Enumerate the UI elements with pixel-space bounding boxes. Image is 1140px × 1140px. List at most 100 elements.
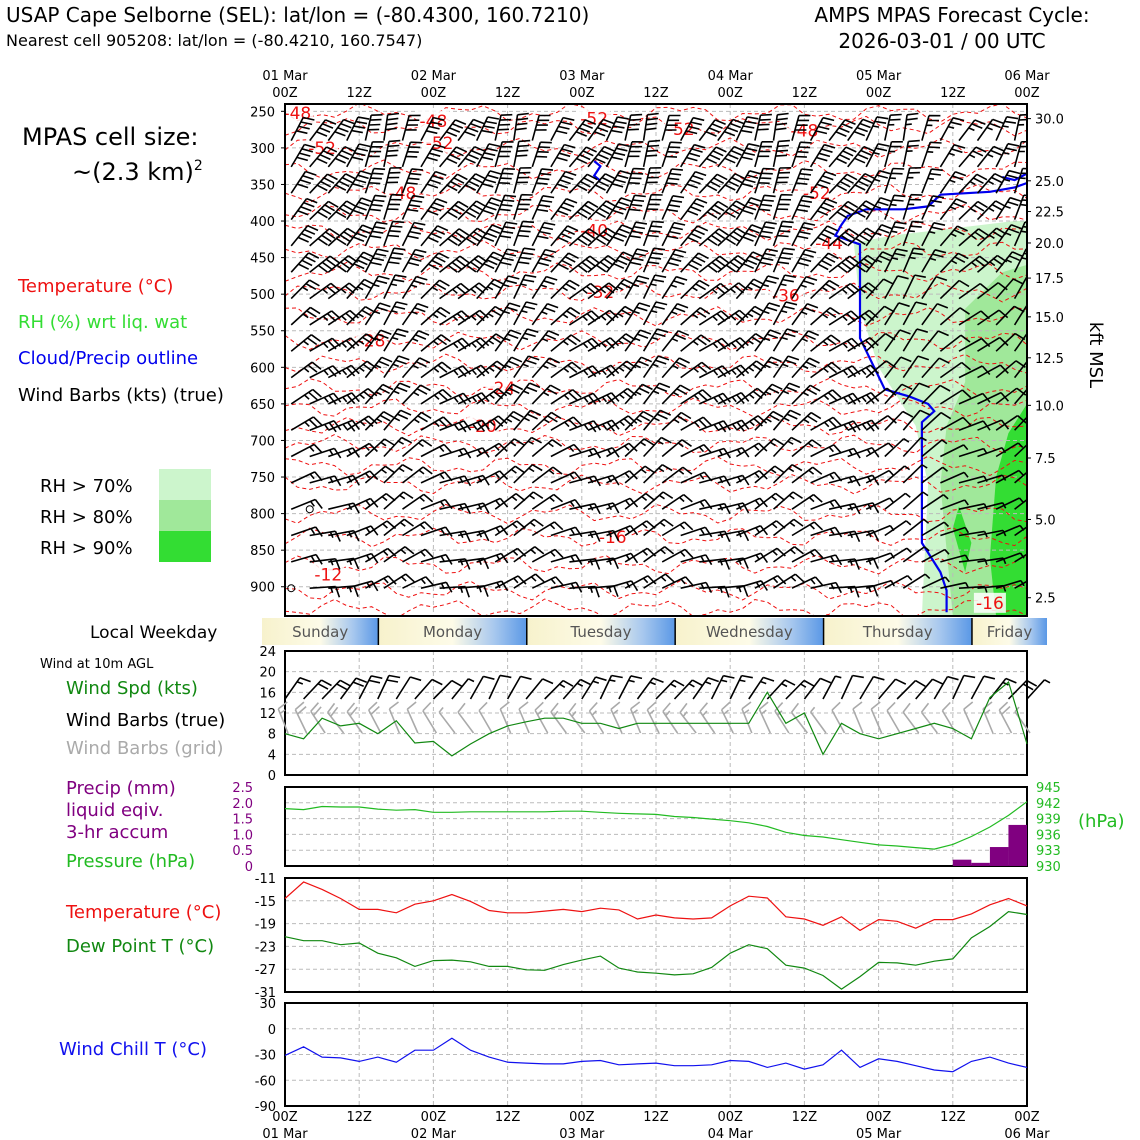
wind-barb — [513, 139, 531, 168]
wind-barb — [364, 248, 389, 273]
wind-barb — [810, 279, 840, 300]
wind-barb — [902, 328, 929, 352]
legend-temperature: Temperature (°C) — [17, 276, 173, 297]
wind-barb — [476, 360, 507, 379]
wind-barb — [680, 526, 713, 538]
wind-barb — [420, 306, 451, 326]
wind-barb — [847, 309, 879, 326]
wind-barb — [1013, 167, 1027, 194]
wind-barb — [420, 143, 446, 168]
wind-barb — [810, 389, 842, 405]
wind-barb — [661, 330, 690, 352]
wind-barb — [457, 364, 490, 379]
wind-barb — [624, 248, 649, 273]
wind-barb — [754, 141, 774, 168]
wind-barb — [809, 225, 839, 247]
wind-barb — [642, 409, 672, 431]
wind-barb — [401, 275, 428, 300]
wind-barb — [531, 330, 560, 352]
wind-barb-grid — [679, 702, 697, 734]
wind-barb — [661, 275, 688, 300]
weekday-label: Thursday — [862, 623, 933, 641]
wind-barb — [902, 409, 931, 431]
cloud-outline — [592, 160, 1027, 613]
wind-barb — [290, 306, 321, 326]
wind-barb — [995, 251, 1024, 273]
wind-barb — [921, 249, 947, 273]
wind-barb — [791, 248, 817, 273]
wind-ytick: 16 — [259, 686, 276, 701]
wind-barb — [772, 139, 790, 168]
wind-barb — [1013, 332, 1027, 352]
precip-bar — [971, 862, 990, 866]
wind-barb — [847, 145, 875, 168]
wind-barb — [531, 384, 561, 405]
wind-barb — [791, 168, 813, 194]
wind-barb-true — [339, 677, 367, 700]
wind-barb — [290, 116, 315, 141]
wind-barb — [661, 521, 694, 537]
wind-barb-true — [377, 674, 401, 700]
wind-barb — [346, 580, 379, 592]
wind-barb — [624, 167, 645, 194]
wind-barb — [494, 141, 514, 168]
wind-barb — [401, 411, 432, 431]
wind-barb — [884, 492, 911, 510]
wind-barb — [698, 282, 730, 300]
wind-barb-grid — [457, 702, 475, 734]
wind-barb — [810, 444, 842, 458]
wind-barb-grid — [982, 701, 994, 734]
wind-barb — [976, 172, 1006, 194]
legend-windchill: Wind Chill T (°C) — [59, 1039, 207, 1060]
wind-barb — [606, 387, 637, 405]
wind-barb — [1014, 416, 1027, 431]
wind-barb — [476, 170, 502, 194]
temperature-contour — [285, 239, 1027, 261]
precip-ytick: 1.0 — [232, 828, 253, 843]
wind-frame — [284, 650, 1028, 776]
wind-barb — [717, 337, 749, 352]
temperature-contour — [285, 397, 1027, 419]
wind-barb — [420, 252, 450, 273]
wind-ytick: 12 — [259, 707, 276, 722]
weekday-label: Wednesday — [706, 623, 793, 641]
legend-wind-spd: Wind Spd (kts) — [66, 678, 198, 699]
bottom-hour-tick: 12Z — [792, 1110, 818, 1125]
wind-barb — [884, 248, 908, 273]
wind-barb — [976, 118, 1004, 142]
wind-barb — [383, 301, 408, 326]
wind-barb — [828, 310, 861, 326]
wind-barb — [290, 224, 319, 247]
wind-barb — [531, 248, 557, 273]
cell-size-value: ~(2.3 km)2 — [72, 158, 203, 186]
legend-precip-2: liquid eqiv. — [66, 800, 163, 821]
wind-barb — [995, 414, 1027, 431]
weekday-label: Tuesday — [569, 623, 631, 641]
wind-barb — [754, 221, 777, 247]
windchill-line — [284, 1037, 1028, 1073]
wind-barb — [642, 112, 659, 141]
top-date-tick: 01 Mar — [262, 69, 308, 84]
wind-barb — [717, 364, 750, 379]
wind-barb — [550, 225, 579, 247]
wind-barb — [847, 118, 874, 142]
wind-barb — [401, 194, 425, 220]
wind-barb — [476, 305, 506, 326]
wind-barb — [847, 172, 876, 194]
wind-barb — [809, 171, 837, 194]
wind-speed-line — [284, 680, 1028, 757]
wind-barb — [661, 168, 683, 194]
wind-barb — [865, 169, 891, 194]
wind-barb — [810, 554, 843, 566]
wind-barb — [439, 310, 471, 326]
wind-barb — [290, 252, 320, 273]
wind-barb — [884, 356, 912, 379]
wind-barb — [791, 493, 823, 510]
wind-barb — [605, 170, 632, 194]
wind-barb — [568, 200, 599, 221]
wind-barb — [940, 554, 970, 563]
wind-barb — [791, 195, 815, 220]
wind-barb — [661, 357, 690, 379]
wind-barb — [698, 365, 731, 379]
wind-barb — [513, 546, 545, 563]
